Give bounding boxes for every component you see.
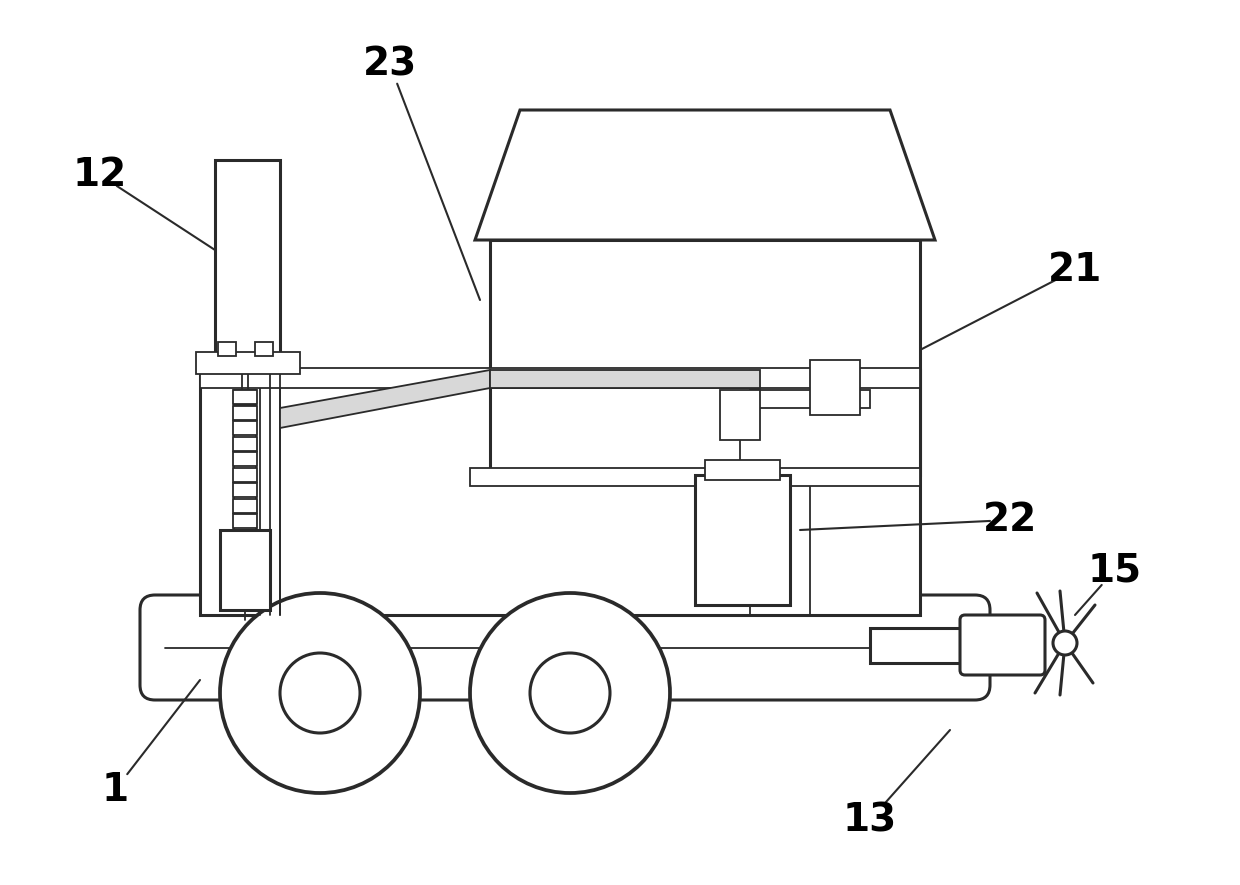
Bar (234, 427, 255, 435)
Bar (233, 468, 257, 481)
Polygon shape (280, 370, 490, 428)
Text: 15: 15 (1087, 551, 1142, 589)
Bar (234, 479, 255, 486)
Text: 22: 22 (983, 501, 1037, 539)
Bar (233, 421, 257, 435)
Bar (233, 436, 257, 450)
Bar (196, 352, 300, 374)
Bar (233, 499, 257, 513)
Bar (255, 342, 273, 356)
Bar (200, 370, 920, 615)
Bar (810, 360, 861, 415)
Bar (219, 530, 270, 610)
Bar (234, 435, 255, 442)
Bar (234, 515, 255, 523)
Bar (234, 419, 255, 427)
Bar (234, 397, 255, 404)
Bar (706, 460, 780, 480)
Text: 13: 13 (843, 801, 897, 839)
Bar (234, 457, 255, 464)
Bar (234, 464, 255, 471)
Text: 12: 12 (73, 156, 128, 194)
Bar (720, 390, 760, 440)
Bar (234, 508, 255, 515)
Text: 21: 21 (1048, 251, 1102, 289)
Bar (750, 390, 870, 408)
Bar (234, 523, 255, 530)
Bar (233, 390, 257, 404)
FancyBboxPatch shape (960, 615, 1045, 675)
Bar (234, 449, 255, 457)
Bar (234, 501, 255, 508)
Circle shape (280, 653, 360, 733)
Bar (218, 342, 236, 356)
Circle shape (470, 593, 670, 793)
Bar (233, 405, 257, 419)
Bar (470, 468, 920, 486)
Circle shape (529, 653, 610, 733)
Bar (233, 514, 257, 528)
Circle shape (1053, 631, 1078, 655)
Bar (233, 483, 257, 497)
Bar (234, 390, 255, 397)
Polygon shape (475, 110, 935, 240)
Bar (233, 452, 257, 466)
FancyBboxPatch shape (140, 595, 990, 700)
Polygon shape (490, 370, 760, 388)
Bar (234, 442, 255, 449)
Text: 1: 1 (102, 771, 129, 809)
Bar (234, 493, 255, 501)
Bar (234, 486, 255, 493)
Bar (234, 404, 255, 412)
Bar (870, 628, 1035, 663)
Bar (490, 240, 920, 475)
Circle shape (219, 593, 420, 793)
Bar (200, 368, 920, 388)
Text: 23: 23 (363, 46, 417, 84)
Bar (234, 412, 255, 419)
Bar (694, 475, 790, 605)
Bar (234, 471, 255, 479)
Bar (215, 160, 280, 355)
